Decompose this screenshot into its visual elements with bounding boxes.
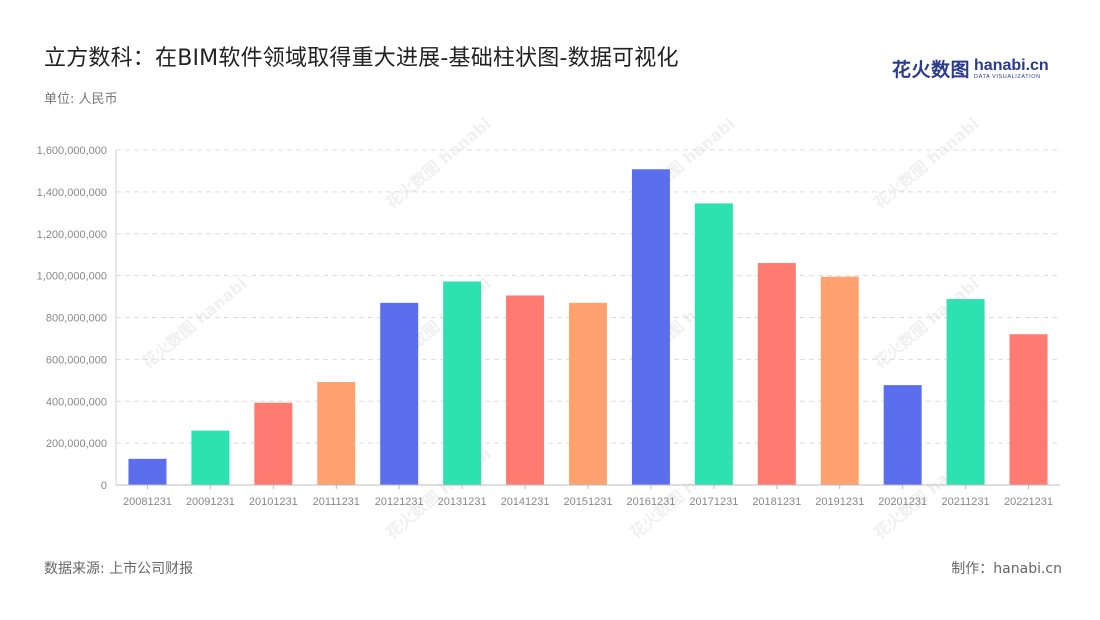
bars-layer	[128, 169, 1048, 485]
y-tick-label: 1,400,000,000	[37, 187, 107, 199]
x-tick-label: 20091231	[186, 496, 235, 508]
chart-title: 立方数科：在BIM软件领域取得重大进展-基础柱状图-数据可视化	[44, 46, 679, 71]
x-tick-label: 20171231	[689, 496, 738, 508]
credit-label: 制作：hanabi.cn	[951, 561, 1062, 577]
x-tick-label: 20101231	[249, 496, 298, 508]
x-tick-label: 20191231	[815, 496, 864, 508]
axis-layer: 0 200,000,000 400,000,000 600,000,000 800,00…	[37, 145, 1060, 508]
bar-20081231	[128, 458, 167, 485]
logo-cn-text: 花火数图	[892, 59, 971, 81]
y-tick-label: 600,000,000	[46, 354, 107, 366]
x-tick-label: 20201231	[878, 496, 927, 508]
x-tick-label: 20121231	[375, 496, 424, 508]
bar-20131231	[443, 281, 482, 485]
x-tick-label: 20141231	[501, 496, 550, 508]
unit-label: 单位: 人民币	[44, 92, 118, 107]
y-tick-label: 200,000,000	[46, 438, 107, 450]
x-tick-label: 20081231	[123, 496, 172, 508]
logo-tagline: DATA VISUALIZATION	[974, 74, 1041, 80]
bar-20191231	[820, 276, 859, 485]
bar-20111231	[317, 381, 356, 485]
logo-en-text: hanabi.cn	[974, 57, 1049, 74]
bar-20211231	[946, 299, 985, 485]
bar-20181231	[757, 263, 796, 485]
y-tick-label: 1,000,000,000	[37, 271, 107, 283]
bar-20201231	[883, 385, 922, 485]
x-tick-label: 20151231	[564, 496, 613, 508]
x-tick-label: 20181231	[752, 496, 801, 508]
y-tick-label: 1,600,000,000	[37, 145, 107, 157]
logo-en-block: hanabi.cn DATA VISUALIZATION	[974, 58, 1049, 81]
x-tick-label: 20211231	[942, 496, 990, 508]
y-tick-label: 800,000,000	[46, 313, 107, 325]
x-tick-label: 20111231	[313, 496, 360, 508]
y-tick-label: 1,200,000,000	[37, 229, 107, 241]
x-tick-label: 20131231	[438, 496, 487, 508]
bar-20091231	[191, 430, 230, 485]
brand-logo: 花火数图 hanabi.cn DATA VISUALIZATION	[892, 58, 1049, 82]
bar-20161231	[631, 169, 670, 485]
bar-20101231	[254, 402, 293, 485]
bar-20121231	[380, 302, 419, 485]
x-tick-label: 20221231	[1004, 496, 1053, 508]
y-tick-label: 400,000,000	[46, 396, 107, 408]
bar-20221231	[1009, 334, 1048, 485]
data-source: 数据来源: 上市公司财报	[44, 561, 194, 577]
bar-20151231	[569, 302, 607, 485]
x-tick-label: 20161231	[626, 496, 675, 508]
bar-20141231	[506, 295, 545, 485]
bar-20171231	[694, 203, 733, 485]
y-tick-label: 0	[101, 480, 107, 492]
